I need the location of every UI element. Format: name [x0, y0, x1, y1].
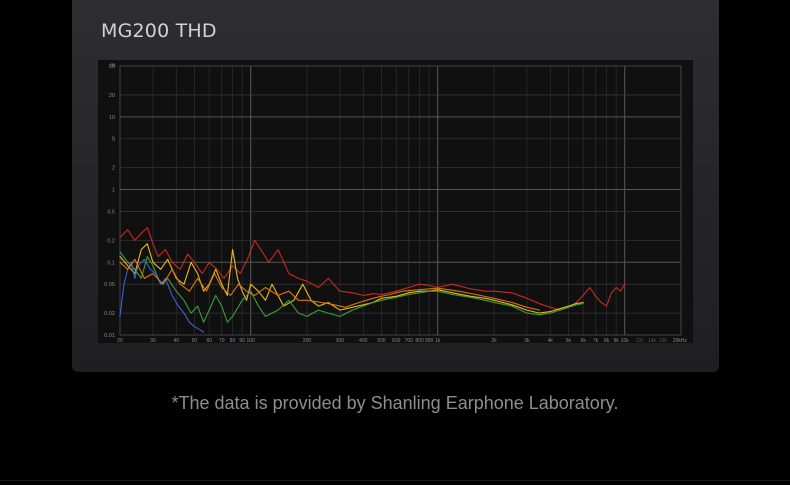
series-line-4	[119, 258, 205, 333]
x-tick-label: 900	[425, 338, 434, 343]
x-tick-label: 14k	[648, 338, 657, 343]
series-line-2	[119, 243, 584, 314]
chart-title: MG200 THD	[101, 20, 217, 42]
thd-chart: 50 20 10 5 2 1 0.5 0.2 0.1 0.05 0.02 0.01% 20 30 40 50 6…	[98, 60, 693, 343]
x-tick-label: 8k	[604, 338, 610, 343]
x-tick-label: 60	[206, 338, 212, 343]
y-tick-label: 5	[112, 137, 115, 143]
thd-card: MG200 THD 50 20 10 5 2 1 0.5 0.2 0.1 0.05 0.02 0.01…	[72, 0, 719, 372]
y-axis-label: %	[111, 63, 116, 69]
y-tick-label: 0.5	[107, 209, 115, 215]
y-tick-label: 1	[112, 188, 115, 194]
x-tick-label: 4k	[548, 338, 554, 343]
x-tick-label: 20	[117, 338, 123, 343]
y-tick-label: 50	[109, 64, 115, 70]
y-tick-label: 0.1	[107, 260, 115, 266]
x-tick-label: 3k	[524, 338, 530, 343]
plot-frame	[119, 65, 682, 336]
x-tick-label: 200	[303, 338, 312, 343]
series-line-3	[119, 251, 584, 323]
x-tick-label: 800	[415, 338, 424, 343]
x-tick-label: 6k	[581, 338, 587, 343]
series-line-5	[119, 258, 540, 311]
x-tick-label: 70	[219, 338, 225, 343]
x-tick-label: 30	[150, 338, 156, 343]
data-source-footnote: *The data is provided by Shanling Earpho…	[171, 393, 619, 413]
y-tick-label: 0.2	[107, 238, 115, 244]
x-tick-label: 40	[174, 338, 180, 343]
y-tick-label: 2	[112, 166, 115, 172]
x-tick-label: 80	[230, 338, 236, 343]
x-tick-label: 600	[392, 338, 401, 343]
x-tick-label: 300	[336, 338, 345, 343]
x-tick-label: 1k	[435, 338, 441, 343]
x-tick-label: 12k	[635, 338, 644, 343]
x-tick-label: 5k	[566, 338, 572, 343]
x-tick-label: 700	[405, 338, 414, 343]
x-tick-label: 16k	[659, 338, 668, 343]
x-tick-label: 100	[247, 338, 256, 343]
series-line-1	[119, 227, 626, 311]
x-tick-label: 10k	[621, 338, 630, 343]
x-tick-label: 7k	[593, 338, 599, 343]
y-tick-label: 0.02	[104, 311, 115, 317]
x-tick-label: 50	[192, 338, 198, 343]
x-tick-label: 90	[239, 338, 245, 343]
x-tick-label: 20kHz	[673, 338, 688, 343]
thd-chart-svg: 50 20 10 5 2 1 0.5 0.2 0.1 0.05 0.02 0.01% 20 30 40 50 6…	[104, 63, 688, 343]
y-tick-label: 20	[109, 93, 115, 99]
divider	[0, 480, 790, 481]
x-tick-label: 2k	[491, 338, 497, 343]
x-tick-label: 500	[377, 338, 386, 343]
y-tick-label: 0.01	[104, 333, 115, 339]
y-tick-label: 0.05	[104, 282, 115, 288]
x-tick-label: 400	[359, 338, 368, 343]
y-tick-label: 10	[109, 115, 115, 121]
x-tick-label: 9k	[614, 338, 620, 343]
